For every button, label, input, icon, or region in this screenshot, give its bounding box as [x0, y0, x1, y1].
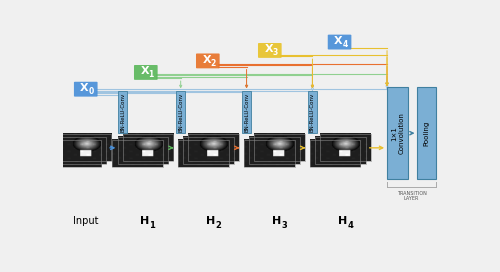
Text: BN-ReLU-Conv: BN-ReLU-Conv [244, 92, 249, 132]
Text: 1×1
Convolution: 1×1 Convolution [391, 112, 404, 154]
Text: Pooling: Pooling [424, 120, 430, 146]
Text: 4: 4 [347, 221, 353, 230]
Text: TRANSITION
LAYER: TRANSITION LAYER [396, 191, 426, 201]
FancyBboxPatch shape [387, 87, 408, 179]
FancyBboxPatch shape [258, 43, 281, 58]
FancyBboxPatch shape [176, 91, 185, 133]
Text: 2: 2 [216, 221, 221, 230]
Text: H: H [140, 216, 149, 226]
Text: 2: 2 [210, 59, 216, 68]
Text: X: X [264, 44, 273, 54]
Text: BN-ReLU-Conv: BN-ReLU-Conv [310, 92, 315, 132]
Text: 1: 1 [150, 221, 156, 230]
Text: H: H [206, 216, 215, 226]
Text: H: H [272, 216, 281, 226]
Text: H: H [338, 216, 347, 226]
Text: 4: 4 [342, 40, 347, 49]
Text: Input: Input [73, 216, 98, 226]
Text: 0: 0 [88, 87, 94, 96]
Text: 1: 1 [148, 70, 154, 79]
Text: BN-ReLU-Conv: BN-ReLU-Conv [120, 92, 125, 132]
FancyBboxPatch shape [328, 35, 351, 50]
Text: BN-ReLU-Conv: BN-ReLU-Conv [178, 92, 183, 132]
FancyBboxPatch shape [74, 82, 98, 97]
Text: X: X [334, 36, 342, 46]
FancyBboxPatch shape [308, 91, 316, 133]
Text: X: X [140, 66, 149, 76]
Text: X: X [80, 83, 89, 93]
FancyBboxPatch shape [196, 54, 220, 68]
FancyBboxPatch shape [418, 87, 436, 179]
FancyBboxPatch shape [242, 91, 251, 133]
Text: 3: 3 [272, 48, 278, 57]
FancyBboxPatch shape [134, 65, 158, 80]
FancyBboxPatch shape [118, 91, 127, 133]
Text: 3: 3 [282, 221, 287, 230]
Text: X: X [202, 55, 211, 65]
